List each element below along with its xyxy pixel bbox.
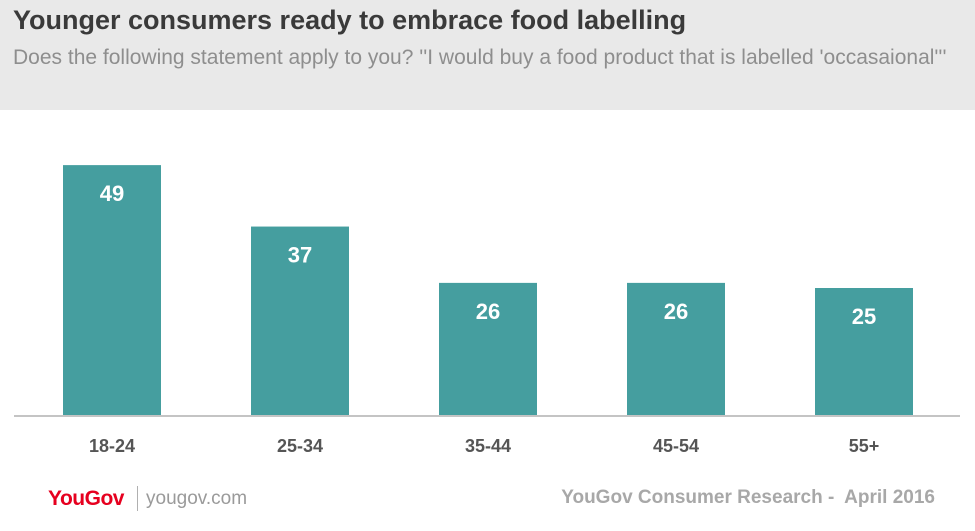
category-label: 45-54 [653,436,699,456]
chart-header: Younger consumers ready to embrace food … [0,0,975,110]
bar-value-label: 37 [288,243,312,268]
footer-source: YouGov Consumer Research - April 2016 [561,487,935,508]
category-labels-group: 18-24 25-34 35-44 45-54 55+ [89,436,879,456]
bar-25-34 [251,226,349,416]
yougov-logo: YouGov [48,487,124,510]
category-label: 18-24 [89,436,135,456]
bar-18-24 [63,165,161,416]
bar-value-label: 49 [100,181,124,206]
bars-group: 49 37 26 26 25 [63,165,913,416]
bar-55+ [815,288,913,416]
chart-subtitle: Does the following statement apply to yo… [13,46,947,69]
bar-45-54 [627,282,725,416]
bar-value-label: 25 [852,304,876,329]
bar-35-44 [439,282,537,416]
bar-value-label: 26 [476,299,500,324]
category-label: 55+ [849,436,880,456]
bar-chart: 49 37 26 26 25 18-24 25-34 35-44 45-54 55+ [14,165,960,456]
category-label: 35-44 [465,436,511,456]
bar-value-label: 26 [664,299,688,324]
footer-divider [137,486,138,511]
footer-url: yougov.com [146,488,248,509]
category-label: 25-34 [277,436,323,456]
chart-title: Younger consumers ready to embrace food … [13,5,687,35]
